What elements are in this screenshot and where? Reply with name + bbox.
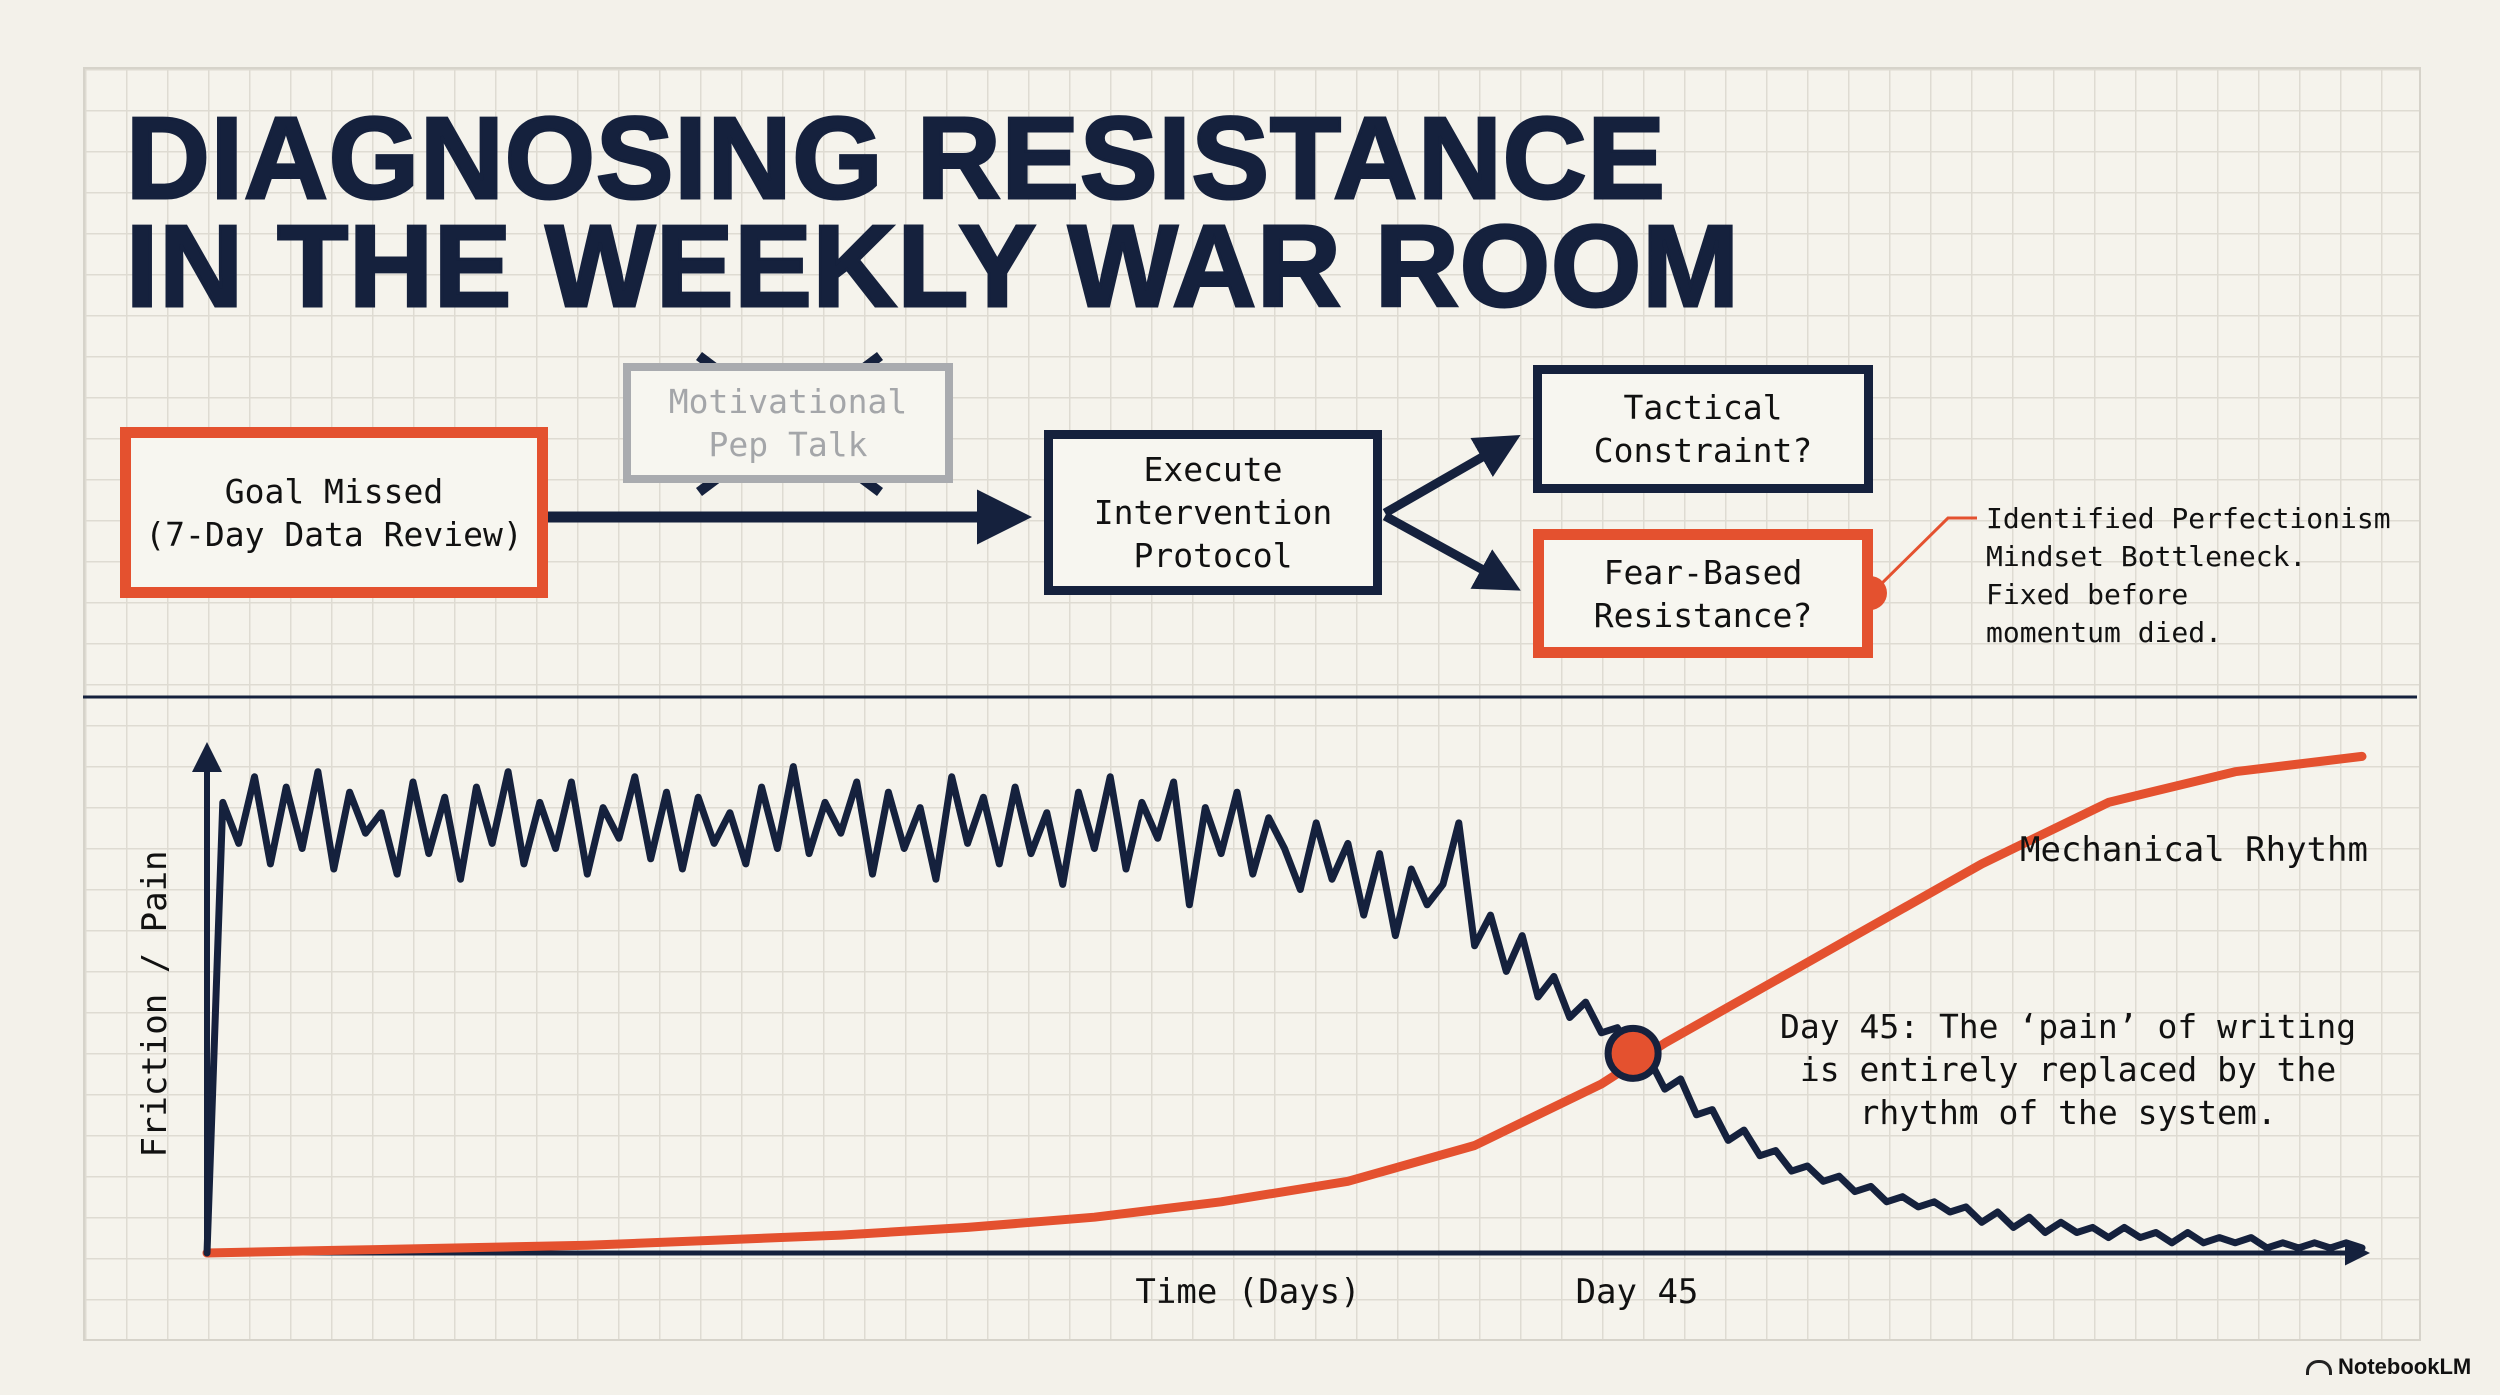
tactical-constraint-box: Tactical Constraint? [1533,365,1873,493]
grid-frame [83,67,2421,1341]
callout-text: Identified Perfectionism Mindset Bottlen… [1986,502,2391,649]
branch-arrow-fear [1382,512,1521,591]
mechanical-rhythm-label: Mechanical Rhythm [2020,830,2368,870]
mechanical-rhythm-series-line [202,751,2367,1258]
tactical-label: Tactical Constraint? [1593,388,1813,470]
notebooklm-brand: NotebookLM [2306,1354,2471,1380]
brand-label: NotebookLM [2338,1354,2472,1379]
title-line-1: DIAGNOSING RESISTANCE [125,93,1667,223]
execute-intervention-box: Execute Intervention Protocol [1044,430,1382,595]
pep-talk-box: Motivational Pep Talk [623,363,953,483]
day-45-crossover-point [1604,1024,1662,1082]
day-45-annotation: Day 45: The ‘pain’ of writing is entirel… [1780,1007,2357,1132]
fear-label: Fear-Based Resistance? [1593,552,1813,635]
goal-missed-box: Goal Missed (7-Day Data Review) [120,427,548,598]
pep-talk-label: Motivational Pep Talk [668,382,908,464]
notebooklm-logo-icon [2306,1359,2332,1375]
goal-missed-label: Goal Missed (7-Day Data Review) [145,471,523,554]
callout-leader-line [1870,516,1977,595]
fear-resistance-box: Fear-Based Resistance? [1533,529,1873,658]
y-axis-label: Friction / Pain [135,850,175,1158]
title-line-2: IN THE WEEKLY WAR ROOM [125,201,1741,331]
plot-area [202,751,2367,1258]
x-axis-label: Time (Days) [1135,1272,1361,1312]
friction-series-line [203,763,2366,1257]
day-45-tick-label: Day 45 [1575,1272,1699,1312]
execute-label: Execute Intervention Protocol [1093,450,1333,575]
branch-arrow-tactical [1382,435,1521,517]
